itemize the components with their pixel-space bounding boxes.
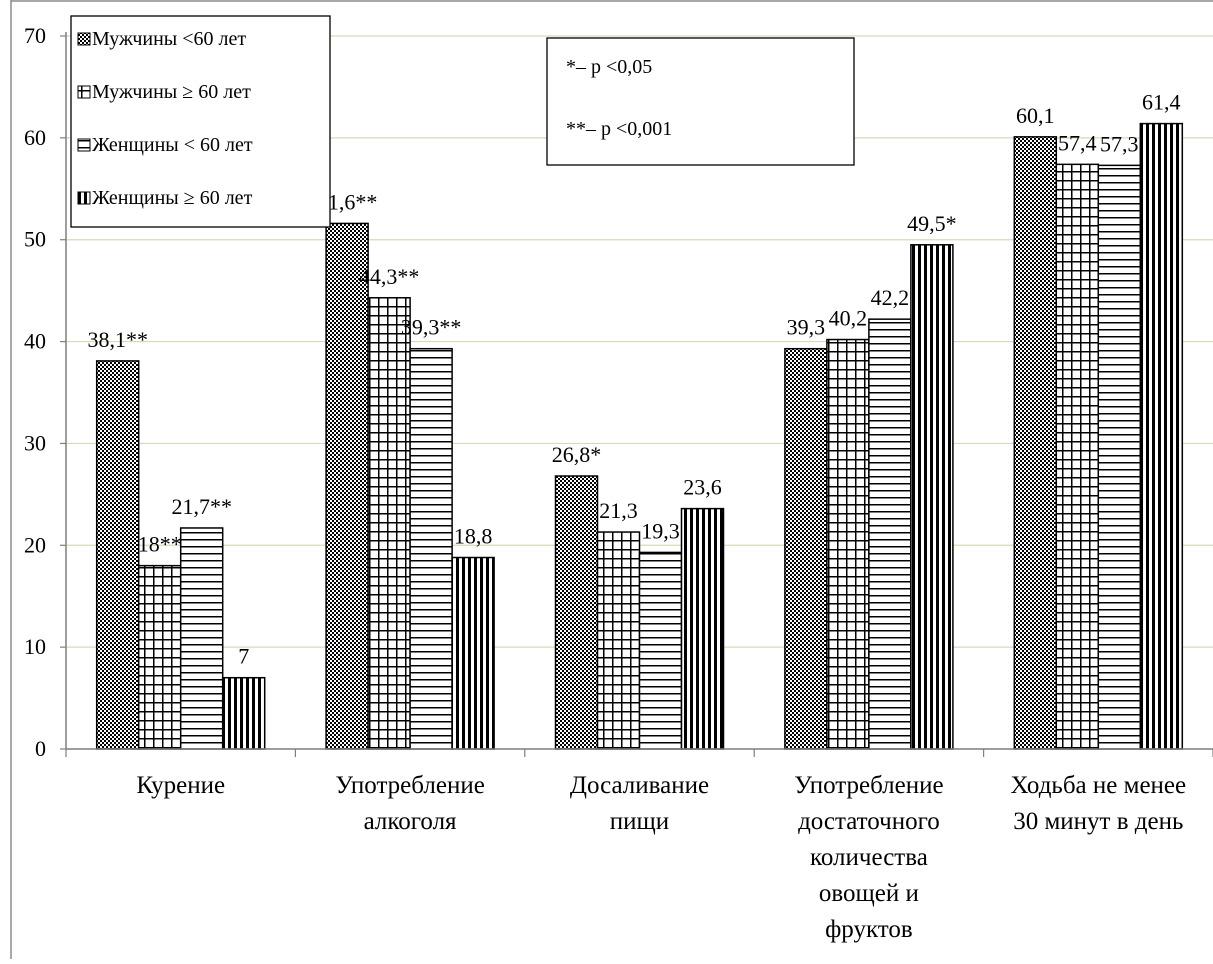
data-label: 60,1: [1016, 103, 1055, 128]
legend-swatch: [77, 191, 91, 205]
data-label: 61,4: [1142, 90, 1181, 115]
data-label: 42,2: [871, 285, 910, 310]
bar-grid: [826, 338, 870, 750]
y-tick-label: 70: [24, 23, 46, 48]
category-label: Употребление: [335, 772, 484, 799]
bar-grid: [367, 297, 411, 750]
data-label: 26,8*: [552, 442, 602, 467]
bar-vlines: [221, 676, 266, 750]
data-label: 38,1**: [87, 327, 148, 352]
y-tick-label: 10: [24, 634, 46, 659]
bar-hlines: [1097, 164, 1142, 750]
legend-swatch: [77, 32, 91, 46]
bar-checker: [784, 347, 828, 750]
data-label: 39,3**: [401, 315, 462, 340]
legend-label: Мужчины <60 лет: [92, 28, 246, 50]
bar-hlines: [409, 347, 453, 750]
bar-checker: [554, 475, 599, 750]
data-label: 18**: [138, 532, 182, 557]
bar-grid: [137, 564, 182, 750]
bar-grid: [596, 531, 641, 750]
legend-swatch: [77, 85, 91, 99]
significance-note-box: [546, 37, 855, 166]
data-label: 21,7**: [171, 494, 232, 519]
data-label: 21,3: [599, 498, 638, 523]
significance-note: **– р <0,001: [566, 118, 672, 140]
y-tick-label: 40: [24, 329, 46, 354]
legend-label: Мужчины ≥ 60 лет: [92, 81, 251, 103]
bar-vlines: [680, 507, 725, 750]
data-label: 57,4: [1058, 130, 1097, 155]
category-label: алкоголя: [364, 808, 457, 835]
significance-note: *– р <0,05: [566, 56, 652, 78]
y-tick-label: 20: [24, 532, 46, 557]
bar-grid: [1055, 163, 1100, 750]
category-label: Курение: [136, 772, 225, 799]
bar-checker: [325, 222, 369, 750]
data-label: 18,8: [454, 524, 493, 549]
legend-box: [70, 15, 331, 228]
data-label: 23,6: [683, 475, 722, 500]
data-label: 57,3: [1100, 131, 1139, 156]
y-tick-label: 0: [35, 736, 46, 761]
bar-checker: [1013, 136, 1058, 750]
y-tick-label: 50: [24, 227, 46, 252]
bar-hlines: [179, 527, 224, 750]
category-label: достаточного: [798, 808, 940, 835]
y-tick-label: 60: [24, 125, 46, 150]
y-tick-label: 30: [24, 430, 46, 455]
category-label: овощей и: [819, 880, 919, 907]
bar-hlines: [868, 318, 912, 750]
category-label: количества: [810, 844, 928, 871]
bar-vlines: [1139, 122, 1184, 750]
legend-swatch: [77, 138, 91, 152]
data-label: 49,5*: [907, 211, 957, 236]
category-label: Употребление: [794, 772, 943, 799]
category-label: 30 минут в день: [1013, 808, 1183, 835]
bar-checker: [95, 360, 140, 750]
category-label: Досаливание: [570, 772, 709, 799]
category-label: пищи: [610, 808, 669, 835]
data-label: 39,3: [787, 315, 826, 340]
data-label: 44,3**: [359, 264, 420, 289]
bar-vlines: [910, 244, 954, 750]
legend-label: Женщины < 60 лет: [92, 134, 253, 156]
bar-vlines: [451, 556, 495, 750]
data-label: 19,3: [641, 518, 680, 543]
data-label: 40,2: [829, 306, 868, 331]
bar-hlines: [638, 551, 683, 750]
category-label: Ходьба не менее: [1010, 772, 1186, 799]
data-label: 7: [238, 644, 249, 669]
category-label: фруктов: [825, 916, 913, 943]
legend-label: Женщины ≥ 60 лет: [92, 187, 253, 209]
